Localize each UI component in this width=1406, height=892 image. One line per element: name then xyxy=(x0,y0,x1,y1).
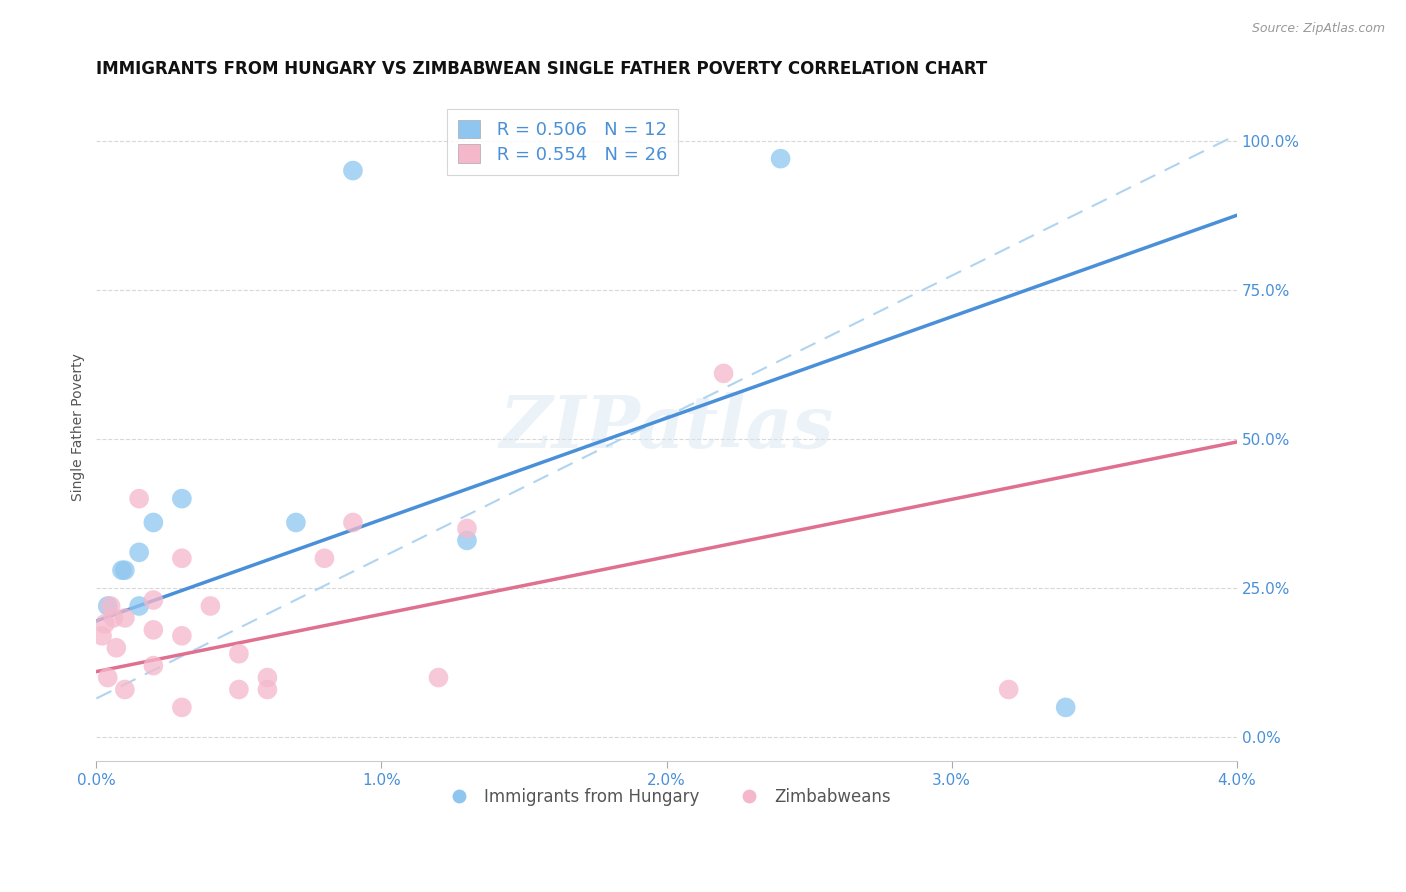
Point xyxy=(342,516,364,530)
Point xyxy=(114,563,136,577)
Point xyxy=(769,152,792,166)
Point xyxy=(284,516,307,530)
Point xyxy=(228,682,250,697)
Point xyxy=(103,611,125,625)
Point xyxy=(94,616,117,631)
Point xyxy=(128,599,150,613)
Point xyxy=(170,491,193,506)
Point xyxy=(142,658,165,673)
Text: Source: ZipAtlas.com: Source: ZipAtlas.com xyxy=(1251,22,1385,36)
Point xyxy=(170,551,193,566)
Point xyxy=(427,671,450,685)
Point xyxy=(105,640,128,655)
Point xyxy=(100,599,122,613)
Point xyxy=(142,516,165,530)
Point xyxy=(228,647,250,661)
Point xyxy=(114,611,136,625)
Text: ZIPatlas: ZIPatlas xyxy=(499,392,834,463)
Point xyxy=(97,599,120,613)
Point xyxy=(128,545,150,559)
Point xyxy=(128,491,150,506)
Point xyxy=(200,599,222,613)
Point xyxy=(97,671,120,685)
Point xyxy=(997,682,1019,697)
Point xyxy=(456,521,478,535)
Point xyxy=(314,551,336,566)
Point xyxy=(713,367,735,381)
Point xyxy=(114,682,136,697)
Legend: Immigrants from Hungary, Zimbabweans: Immigrants from Hungary, Zimbabweans xyxy=(436,781,897,813)
Point xyxy=(142,593,165,607)
Point xyxy=(111,563,134,577)
Y-axis label: Single Father Poverty: Single Father Poverty xyxy=(72,353,86,501)
Point xyxy=(142,623,165,637)
Point xyxy=(256,682,278,697)
Point xyxy=(1054,700,1077,714)
Point xyxy=(342,163,364,178)
Point xyxy=(170,629,193,643)
Text: IMMIGRANTS FROM HUNGARY VS ZIMBABWEAN SINGLE FATHER POVERTY CORRELATION CHART: IMMIGRANTS FROM HUNGARY VS ZIMBABWEAN SI… xyxy=(97,60,987,78)
Point xyxy=(256,671,278,685)
Point xyxy=(456,533,478,548)
Point xyxy=(170,700,193,714)
Point xyxy=(91,629,114,643)
